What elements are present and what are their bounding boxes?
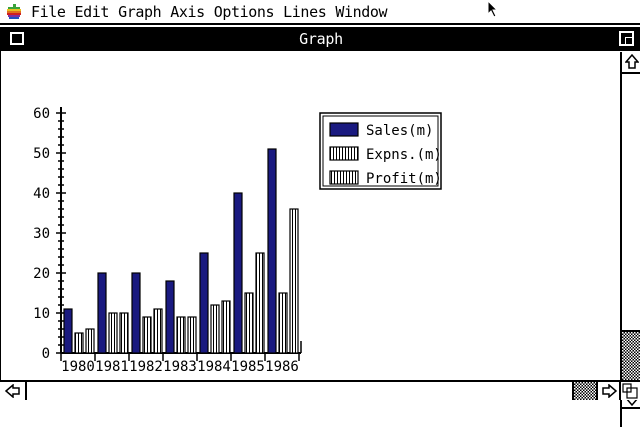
size-box-icon[interactable]	[620, 407, 640, 427]
y-tick-label: 20	[33, 266, 50, 282]
menu-options[interactable]: Options	[213, 2, 275, 21]
x-tick-label: 1980	[61, 359, 95, 375]
horizontal-scrollbar[interactable]	[0, 380, 619, 400]
bar-sales	[165, 280, 175, 354]
arrow-up-icon	[624, 54, 639, 69]
y-tick-label: 30	[33, 226, 50, 242]
menu-window[interactable]: Window	[335, 2, 388, 21]
size-box-icon[interactable]	[619, 380, 640, 400]
menu-axis[interactable]: Axis	[170, 2, 205, 21]
window-title: Graph	[299, 30, 343, 48]
bar-profit	[289, 208, 299, 354]
menu-file[interactable]: File	[31, 2, 66, 21]
bar-sales	[267, 148, 277, 354]
legend-swatch	[329, 122, 359, 137]
bar-expenses	[74, 332, 84, 354]
legend-inner-border	[322, 115, 439, 187]
bar-profit	[255, 252, 265, 354]
zoom-box-icon[interactable]	[619, 31, 634, 46]
y-tick-label: 40	[33, 186, 50, 202]
x-tick-label: 1982	[129, 359, 163, 375]
y-tick-label: 60	[33, 106, 50, 122]
x-tick-label: 1983	[163, 359, 197, 375]
y-tick-label: 50	[33, 146, 50, 162]
legend-swatch	[329, 146, 359, 161]
bar-sales	[63, 308, 73, 354]
bar-expenses	[142, 316, 152, 354]
horizontal-scroll-thumb[interactable]	[572, 382, 596, 400]
x-axis: 1980 1981 1982 1983 1984 1985 1986	[60, 341, 302, 375]
bar-profit	[119, 312, 129, 354]
arrow-left-icon	[4, 384, 20, 398]
bar-sales	[233, 192, 243, 354]
bar-chart: 0 10 20 30 40 50 60 1980 1981 1982 1983 1984 1985 19…	[33, 106, 442, 375]
bar-profit	[221, 300, 231, 354]
bar-expenses	[108, 312, 118, 354]
vertical-scroll-thumb[interactable]	[622, 330, 640, 385]
y-tick-label: 10	[33, 306, 50, 322]
resize-icon	[622, 383, 638, 399]
bar-sales	[199, 252, 209, 354]
x-tick-label: 1985	[231, 359, 265, 375]
menu-bar: File Edit Graph Axis Options Lines Windo…	[0, 0, 640, 25]
legend-swatch	[329, 170, 359, 185]
legend-label: Sales(m)	[366, 123, 433, 139]
bar-expenses	[210, 304, 220, 354]
menu-graph[interactable]: Graph	[118, 2, 162, 21]
legend[interactable]: Sales(m) Expns.(m) Profit(m)	[319, 112, 442, 190]
bar-expenses	[176, 316, 186, 354]
bar-profit	[85, 328, 95, 354]
arrow-right-icon	[601, 384, 617, 398]
scroll-up-button[interactable]	[622, 52, 640, 74]
x-tick-label: 1986	[265, 359, 299, 375]
x-tick-label: 1984	[197, 359, 231, 375]
bar-profit	[187, 316, 197, 354]
scroll-right-button[interactable]	[596, 382, 619, 400]
scroll-left-button[interactable]	[0, 382, 27, 400]
window-title-bar[interactable]: Graph	[1, 27, 640, 51]
legend-label: Expns.(m)	[366, 147, 442, 163]
bar-expenses	[278, 292, 288, 354]
bar-sales	[97, 272, 107, 354]
y-axis: 0 10 20 30 40 50 60	[33, 106, 66, 362]
x-tick-label: 1981	[95, 359, 129, 375]
mouse-pointer-icon	[487, 0, 499, 18]
close-box-icon[interactable]	[10, 32, 24, 45]
bar-expenses	[244, 292, 254, 354]
graph-window: Graph	[0, 27, 640, 427]
menu-lines[interactable]: Lines	[283, 2, 327, 21]
bar-sales	[131, 272, 141, 354]
bars	[63, 148, 299, 354]
apple-menu-icon[interactable]	[5, 3, 23, 21]
legend-label: Profit(m)	[366, 171, 442, 187]
bar-profit	[153, 308, 163, 354]
y-tick-label: 0	[42, 346, 50, 362]
menu-edit[interactable]: Edit	[74, 2, 110, 21]
